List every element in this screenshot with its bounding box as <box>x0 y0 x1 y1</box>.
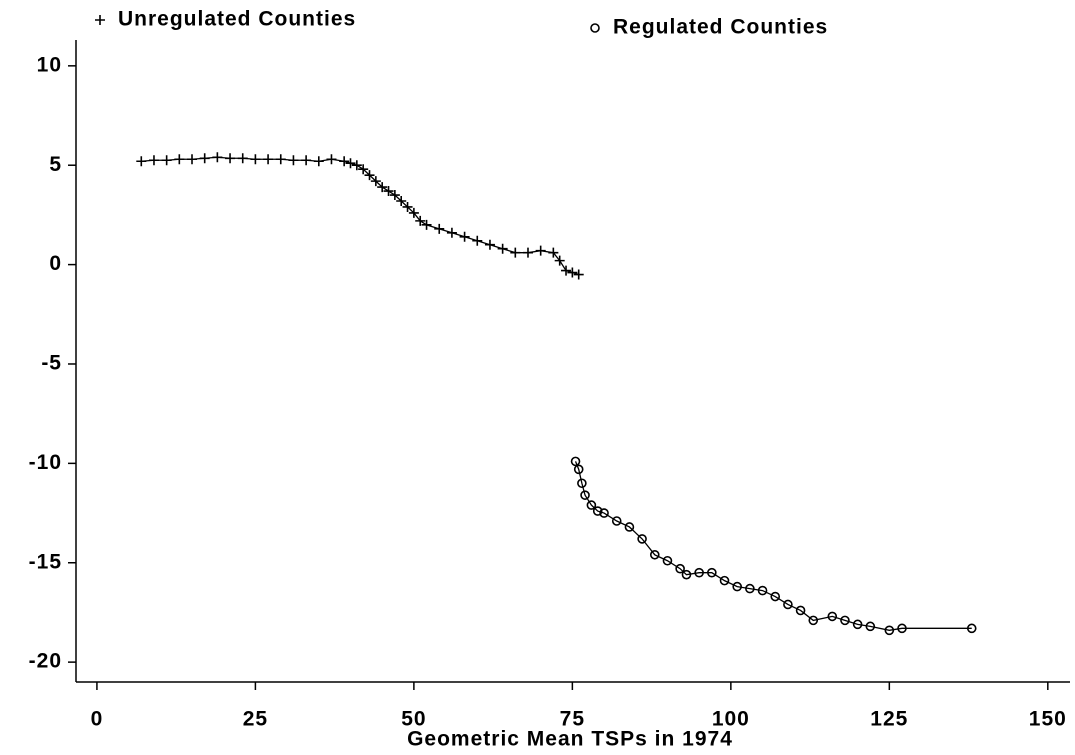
data-point <box>383 186 394 197</box>
data-point <box>535 245 546 256</box>
data-point <box>897 623 907 634</box>
data-point <box>187 154 198 165</box>
data-point <box>599 508 609 518</box>
data-point <box>570 456 581 467</box>
data-point <box>577 478 587 489</box>
data-point <box>966 623 977 634</box>
data-point <box>446 227 457 238</box>
data-point <box>345 158 356 169</box>
data-point <box>389 190 400 201</box>
data-point <box>313 156 324 167</box>
data-point <box>649 549 660 560</box>
data-point <box>472 235 483 246</box>
data-point <box>592 506 603 516</box>
data-point <box>212 152 223 163</box>
x-tick-label: 25 <box>243 708 268 731</box>
data-point <box>795 605 806 616</box>
data-point <box>459 231 470 242</box>
data-point <box>770 591 781 602</box>
data-point <box>827 611 838 622</box>
data-point <box>408 207 419 218</box>
data-point <box>694 567 704 578</box>
data-point <box>852 619 863 630</box>
x-tick-label: 100 <box>712 708 750 731</box>
legend-marker <box>95 15 105 25</box>
data-point <box>421 219 432 230</box>
y-tick-label: -20 <box>29 650 62 673</box>
y-tick-label: -5 <box>41 352 62 375</box>
x-tick-label: 75 <box>560 708 585 731</box>
data-point <box>707 567 717 578</box>
data-point <box>199 153 210 164</box>
y-tick-label: 0 <box>49 252 62 275</box>
data-point <box>662 555 673 566</box>
data-point <box>237 153 248 164</box>
data-point <box>865 621 876 632</box>
x-tick-label: 150 <box>1029 708 1067 731</box>
data-point <box>637 534 647 544</box>
data-point <box>757 585 768 596</box>
data-point <box>415 215 426 226</box>
data-point <box>808 615 819 626</box>
data-point <box>745 583 755 594</box>
data-point <box>567 267 578 278</box>
data-point <box>402 201 413 212</box>
y-tick-label: 10 <box>37 53 62 76</box>
data-point <box>884 625 895 636</box>
data-point <box>339 156 350 167</box>
data-point <box>732 581 742 592</box>
y-tick-label: 5 <box>49 153 62 176</box>
x-tick-label: 0 <box>91 708 104 731</box>
x-tick-label: 50 <box>401 708 426 731</box>
data-point <box>288 155 299 166</box>
data-point <box>250 154 261 165</box>
x-tick-label: 125 <box>870 708 908 731</box>
data-point <box>554 255 565 266</box>
y-tick-label: -10 <box>29 451 62 474</box>
y-tick-label: -15 <box>29 550 62 573</box>
data-point <box>840 615 850 626</box>
data-point <box>225 153 236 164</box>
data-point <box>573 269 584 280</box>
data-point <box>561 265 572 276</box>
data-point <box>364 170 375 181</box>
data-point <box>351 160 362 171</box>
data-point <box>263 154 274 165</box>
x-axis-label: Geometric Mean TSPs in 1974 <box>407 728 733 751</box>
data-point <box>161 155 172 166</box>
data-point <box>586 500 597 510</box>
data-point <box>377 182 388 193</box>
legend-label: Regulated Counties <box>613 16 828 39</box>
data-point <box>174 154 185 165</box>
data-point <box>326 154 337 165</box>
data-point <box>580 490 590 500</box>
data-point <box>783 599 793 610</box>
data-point <box>681 569 692 580</box>
legend-label: Unregulated Counties <box>118 8 356 31</box>
data-point <box>611 516 622 526</box>
data-point <box>624 522 635 532</box>
data-point <box>358 164 369 175</box>
data-point <box>510 247 521 258</box>
data-point <box>719 575 730 586</box>
data-point <box>136 156 147 167</box>
data-point <box>148 155 159 166</box>
data-point <box>573 464 584 475</box>
data-point <box>275 154 286 165</box>
data-point <box>301 155 312 166</box>
data-point <box>675 563 685 574</box>
data-point <box>497 243 508 254</box>
data-point <box>548 247 559 258</box>
series-line <box>141 156 579 276</box>
data-point <box>370 176 381 187</box>
series-line <box>574 461 972 631</box>
legend-marker <box>590 23 600 33</box>
data-point <box>396 195 407 206</box>
data-point <box>484 239 495 250</box>
data-point <box>522 247 533 258</box>
data-point <box>434 223 445 234</box>
